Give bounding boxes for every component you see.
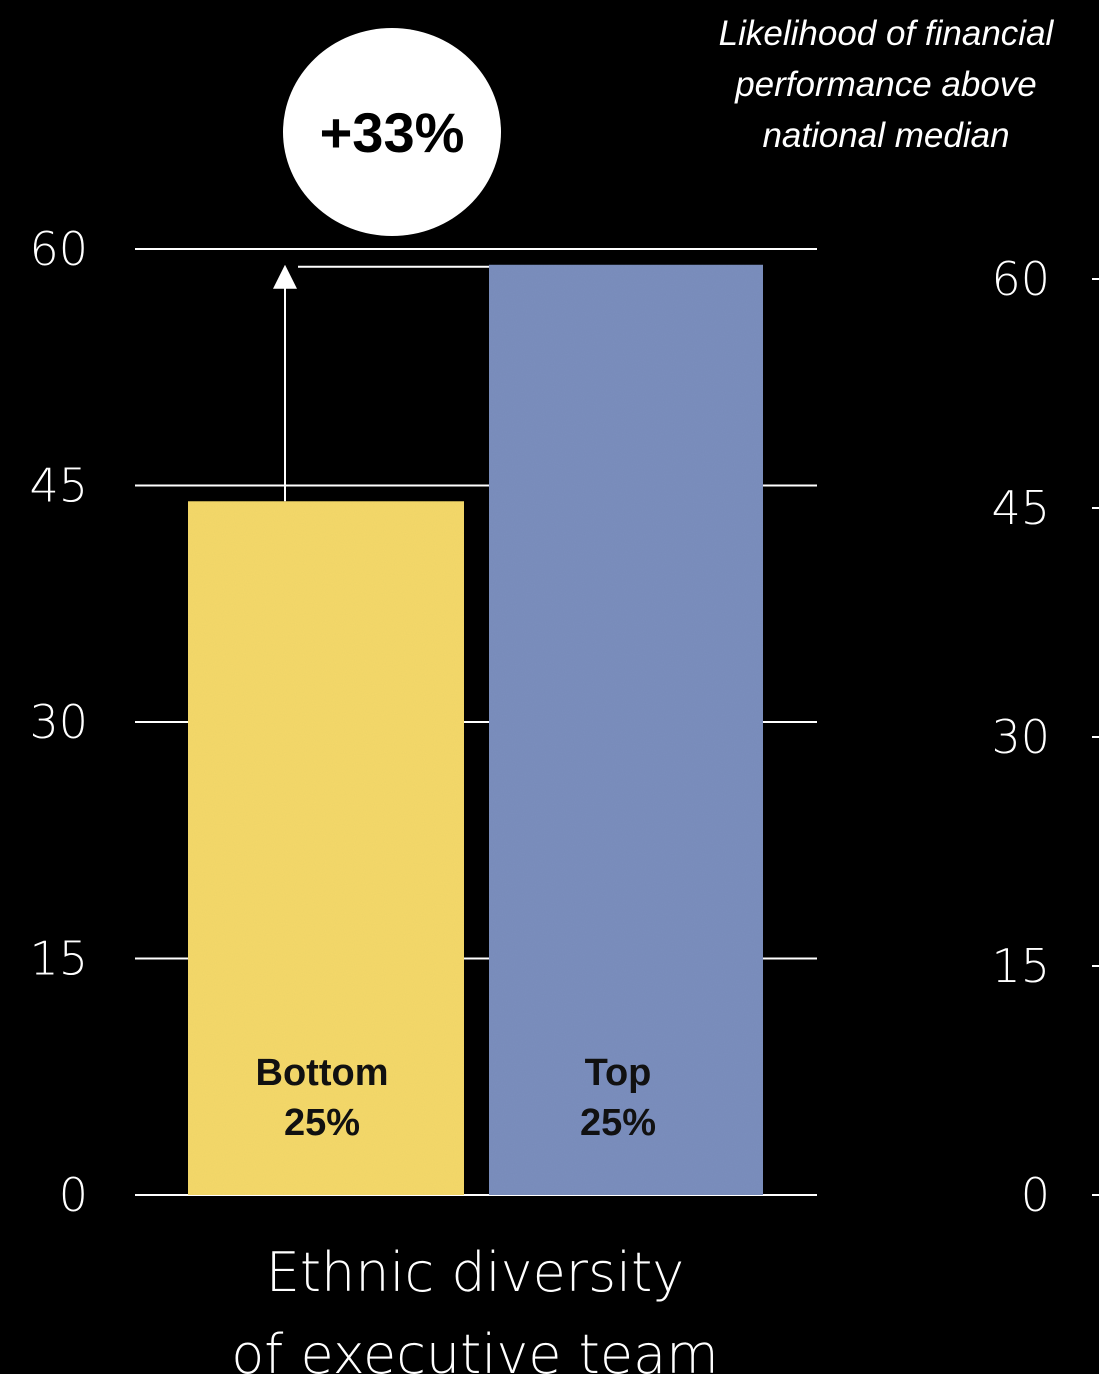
bar-category-label: 25% xyxy=(284,1102,360,1144)
y-tick-label: 45 xyxy=(29,459,88,513)
y-tick-label: 30 xyxy=(29,695,88,749)
increase-badge: +33% xyxy=(283,28,501,236)
right-y-tick-label: 45 xyxy=(991,481,1050,535)
y-tick-label: 15 xyxy=(29,932,88,986)
annotation-line: performance above xyxy=(735,65,1037,104)
y-axis: 0 15 30 45 60 xyxy=(29,222,88,1222)
bars xyxy=(188,264,763,1195)
annotation-line: Likelihood of financial xyxy=(718,14,1054,53)
bar-category-label: Bottom xyxy=(256,1052,389,1094)
y-tick-label: 0 xyxy=(59,1168,88,1222)
right-y-tick-label: 60 xyxy=(991,252,1050,306)
right-y-tick-label: 15 xyxy=(991,939,1050,993)
annotation-line: national median xyxy=(762,116,1010,155)
x-axis-title: Ethnic diversity of executive team xyxy=(150,1232,800,1374)
bar-category-label: Top xyxy=(585,1052,652,1094)
bar-labels: Bottom 25% Top 25% xyxy=(256,1052,657,1144)
bar-category-label: 25% xyxy=(580,1102,656,1144)
likelihood-annotation: Likelihood of financial performance abov… xyxy=(660,8,1099,161)
right-y-tick-label: 0 xyxy=(1021,1168,1050,1222)
x-axis-title-line: Ethnic diversity xyxy=(265,1241,685,1304)
y-tick-label: 60 xyxy=(29,222,88,276)
increase-arrow xyxy=(273,264,489,502)
bar xyxy=(489,264,763,1195)
right-chart-y-axis: 0 15 30 45 60 xyxy=(991,252,1099,1222)
right-y-tick-label: 30 xyxy=(991,710,1050,764)
bar xyxy=(188,501,464,1195)
increase-badge-text: +33% xyxy=(319,100,465,164)
x-axis-title-line: of executive team xyxy=(231,1323,719,1374)
